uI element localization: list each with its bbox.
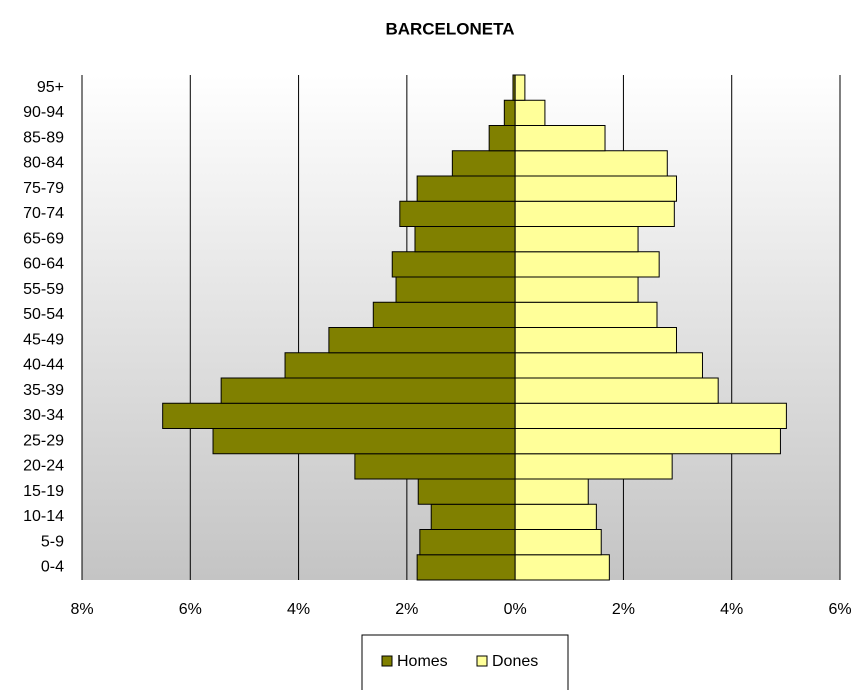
- y-tick-label: 50-54: [23, 306, 64, 323]
- y-tick-label: 15-19: [23, 483, 64, 500]
- y-tick-label: 65-69: [23, 230, 64, 247]
- bar: [514, 175, 677, 202]
- x-tick-label: 2%: [612, 601, 635, 618]
- legend-label: Dones: [492, 653, 538, 670]
- bar: [514, 99, 546, 126]
- bar: [514, 503, 597, 530]
- y-tick-label: 40-44: [23, 357, 64, 374]
- bar: [503, 99, 516, 126]
- bar: [514, 251, 660, 278]
- bar: [514, 377, 719, 404]
- bar: [514, 428, 781, 455]
- y-tick-label: 20-24: [23, 458, 64, 475]
- bar: [514, 226, 639, 253]
- x-tick-label: 8%: [70, 601, 93, 618]
- bar: [514, 301, 658, 328]
- y-tick-label: 35-39: [23, 382, 64, 399]
- bar: [514, 276, 639, 303]
- bar: [514, 200, 675, 227]
- legend-label: Homes: [397, 653, 448, 670]
- bar: [417, 478, 516, 505]
- legend-box: [361, 634, 569, 690]
- bar: [514, 478, 589, 505]
- bar: [514, 150, 668, 177]
- y-tick-label: 80-84: [23, 155, 64, 172]
- y-tick-label: 55-59: [23, 281, 64, 298]
- bar: [416, 554, 516, 581]
- bar: [220, 377, 516, 404]
- y-tick-label: 70-74: [23, 205, 64, 222]
- bar: [514, 74, 526, 101]
- x-tick-label: 2%: [395, 601, 418, 618]
- y-tick-label: 95+: [37, 79, 64, 96]
- bar: [354, 453, 516, 480]
- bar: [391, 251, 516, 278]
- bar: [284, 352, 516, 379]
- x-tick-label: 4%: [720, 601, 743, 618]
- y-tick-label: 25-29: [23, 432, 64, 449]
- bar: [514, 352, 703, 379]
- bar: [416, 175, 516, 202]
- x-tick-label: 6%: [179, 601, 202, 618]
- bar: [399, 200, 516, 227]
- x-tick-label: 4%: [287, 601, 310, 618]
- bar: [488, 125, 516, 152]
- y-tick-label: 30-34: [23, 407, 64, 424]
- bar: [514, 327, 677, 354]
- bar: [514, 529, 602, 556]
- y-tick-label: 5-9: [41, 533, 64, 550]
- bar: [212, 428, 516, 455]
- x-tick-label: 6%: [828, 601, 851, 618]
- bar: [328, 327, 516, 354]
- bar: [514, 554, 610, 581]
- y-tick-label: 0-4: [41, 559, 64, 576]
- y-tick-label: 10-14: [23, 508, 64, 525]
- chart-title: BARCELONETA: [385, 19, 514, 38]
- y-tick-label: 75-79: [23, 180, 64, 197]
- bar: [514, 125, 606, 152]
- bar: [430, 503, 516, 530]
- bar: [395, 276, 516, 303]
- bar: [162, 402, 516, 429]
- legend-swatch: [381, 655, 393, 667]
- x-tick-label: 0%: [504, 601, 527, 618]
- bar: [514, 453, 673, 480]
- bar: [451, 150, 516, 177]
- bar: [419, 529, 516, 556]
- legend-swatch: [476, 655, 488, 667]
- y-tick-label: 60-64: [23, 256, 64, 273]
- y-tick-label: 85-89: [23, 129, 64, 146]
- bar: [414, 226, 516, 253]
- y-tick-label: 90-94: [23, 104, 64, 121]
- bar: [514, 402, 787, 429]
- y-tick-label: 45-49: [23, 331, 64, 348]
- bar: [372, 301, 516, 328]
